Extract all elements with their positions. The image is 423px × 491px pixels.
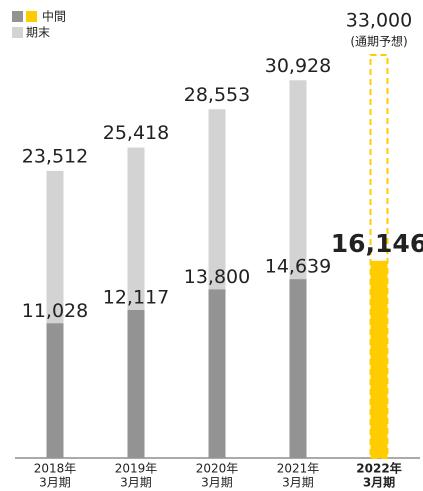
legend-swatch [12,27,23,38]
x-tick-label: 2019年 [115,462,158,476]
x-tick-label: 2021年 [277,462,320,476]
legend-label: 中間 [42,9,66,24]
value-label: 16,146 [331,229,423,258]
legend-swatch [12,11,23,22]
value-label: 28,553 [184,84,250,106]
value-label: 12,117 [103,287,169,309]
value-label: 25,418 [103,122,169,144]
interim-bar [370,260,388,458]
interim-bar [127,310,145,458]
x-tick-label: 3月期 [363,475,395,490]
legend-swatch [26,11,37,22]
interim-bar [208,289,226,458]
x-tick-label: 3月期 [201,476,233,490]
value-label: 23,512 [22,145,88,167]
x-tick-label: 3月期 [282,476,314,490]
value-label: 14,639 [265,256,331,278]
value-label: 33,000 [346,9,412,31]
x-tick-label: 3月期 [120,476,152,490]
x-tick-label: 2022年 [356,461,401,476]
legend-label: 期末 [26,26,50,40]
x-tick-label: 3月期 [39,476,71,490]
x-tick-label: 2018年 [34,462,77,476]
value-label: 13,800 [184,266,250,288]
value-label: 30,928 [265,55,331,77]
interim-bar [289,279,307,458]
value-label: 11,028 [22,300,88,322]
x-tick-label: 2020年 [196,462,239,476]
annotation: (通期予想) [350,33,407,48]
interim-bar [46,323,64,458]
